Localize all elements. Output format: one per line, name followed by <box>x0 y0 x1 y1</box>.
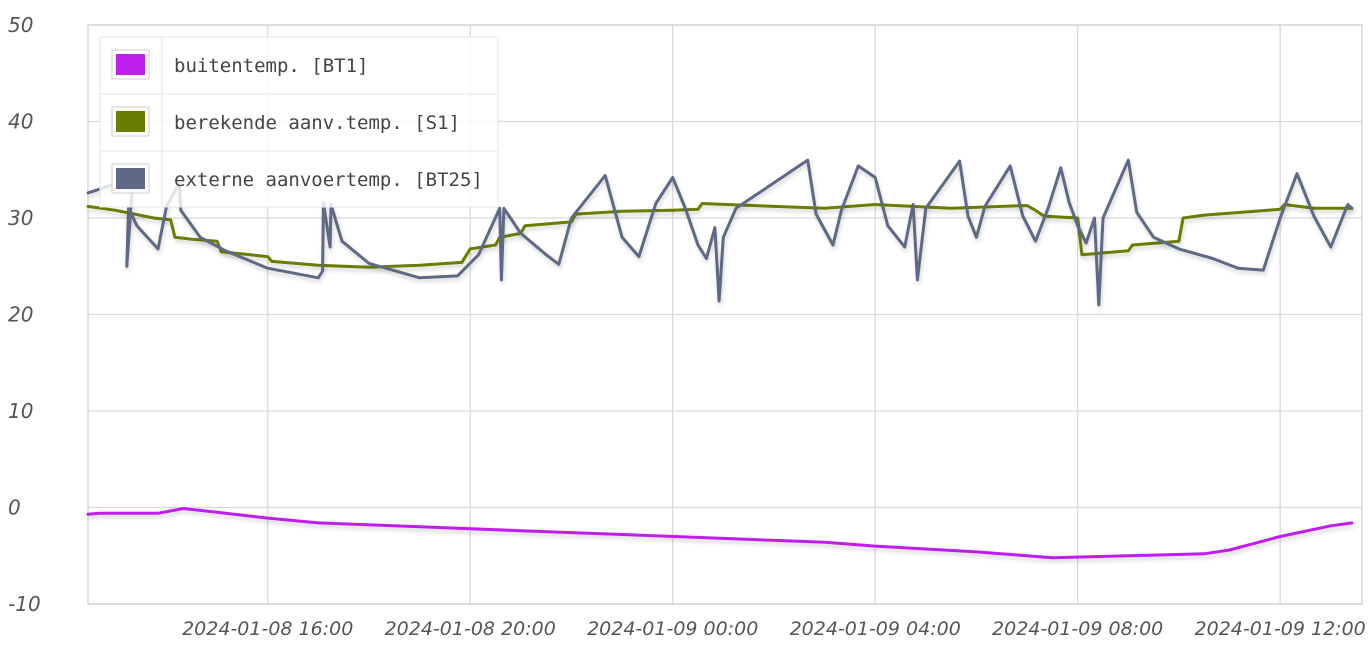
legend-label[interactable]: buitentemp. [BT1] <box>174 55 368 77</box>
plot-area-border <box>87 24 1363 605</box>
legend-label[interactable]: externe aanvoertemp. [BT25] <box>174 169 483 191</box>
legend-label[interactable]: berekende aanv.temp. [S1] <box>174 112 460 134</box>
legend-swatch <box>116 111 145 132</box>
legend-box <box>99 36 499 208</box>
x-tick-label: 2024-01-09 00:00 <box>587 618 758 640</box>
y-tick-label: 0 <box>8 496 21 520</box>
x-tick-label: 2024-01-08 16:00 <box>182 618 353 640</box>
y-tick-label: 20 <box>8 303 33 327</box>
x-tick-label: 2024-01-09 08:00 <box>992 618 1163 640</box>
y-tick-label: 40 <box>8 110 33 134</box>
y-tick-label: 30 <box>8 206 33 230</box>
y-axis-ticks: 50 40 30 20 10 0 -10 <box>8 13 41 616</box>
x-tick-label: 2024-01-09 12:00 <box>1195 618 1366 640</box>
y-tick-label: 50 <box>8 13 33 37</box>
series-lines <box>86 158 1354 560</box>
legend-swatch <box>116 54 145 75</box>
legend-swatch <box>116 168 145 189</box>
y-tick-label: -10 <box>8 592 41 616</box>
series-line-1 <box>86 507 1354 560</box>
x-tick-label: 2024-01-08 20:00 <box>385 618 556 640</box>
y-tick-label: 10 <box>8 399 33 423</box>
x-tick-label: 2024-01-09 04:00 <box>790 618 961 640</box>
series-line-2 <box>86 202 1354 269</box>
series-line-3 <box>86 158 1354 307</box>
legend[interactable]: buitentemp. [BT1] berekende aanv.temp. [S… <box>99 36 499 208</box>
x-axis-ticks: 2024-01-08 16:00 2024-01-08 20:00 2024-01-… <box>182 618 1366 640</box>
